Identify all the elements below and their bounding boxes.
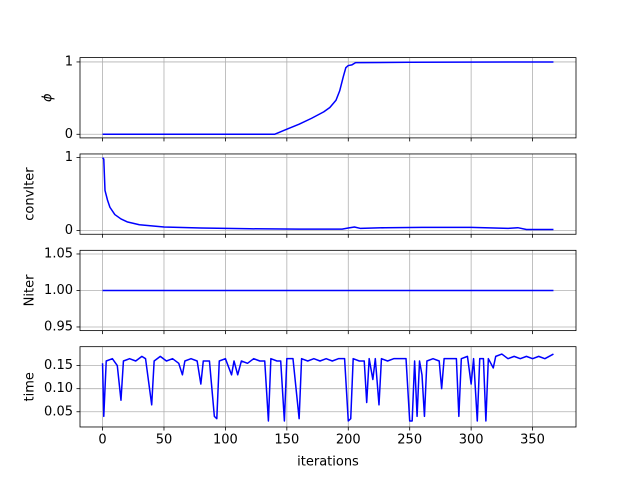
y-tick-label: 0 [65,127,73,142]
axes-frame [79,57,577,139]
data-line [101,157,554,231]
y-axis-label: convIter [23,167,38,221]
y-tick-label: 1 [65,150,73,165]
axes-frame [79,153,577,235]
y-tick-label: 0.95 [44,319,73,334]
y-tick-label: 0 [65,223,73,238]
x-tick-label: 300 [459,432,484,447]
x-tick-label: 0 [98,432,106,447]
x-tick-label: 250 [397,432,422,447]
x-axis-label: iterations [297,454,359,469]
axes-frame [79,249,577,332]
y-tick-label: 0.10 [44,381,73,396]
y-tick-label: 1.05 [44,246,73,261]
y-tick-label: 0.05 [44,404,73,419]
y-axis-label: Niter [23,274,38,306]
x-tick-label: 100 [213,432,238,447]
x-tick-label: 200 [336,432,361,447]
y-tick-label: 1.00 [44,283,73,298]
y-axis-label: ϕ [41,93,56,102]
data-line [102,61,554,136]
y-tick-label: 1 [65,54,73,69]
y-axis-label: time [23,372,38,401]
y-tick-label: 0.15 [44,358,73,373]
data-line [101,353,554,422]
x-tick-label: 150 [274,432,299,447]
x-tick-label: 350 [520,432,545,447]
axes-frame [79,346,577,428]
x-tick-label: 50 [156,432,173,447]
